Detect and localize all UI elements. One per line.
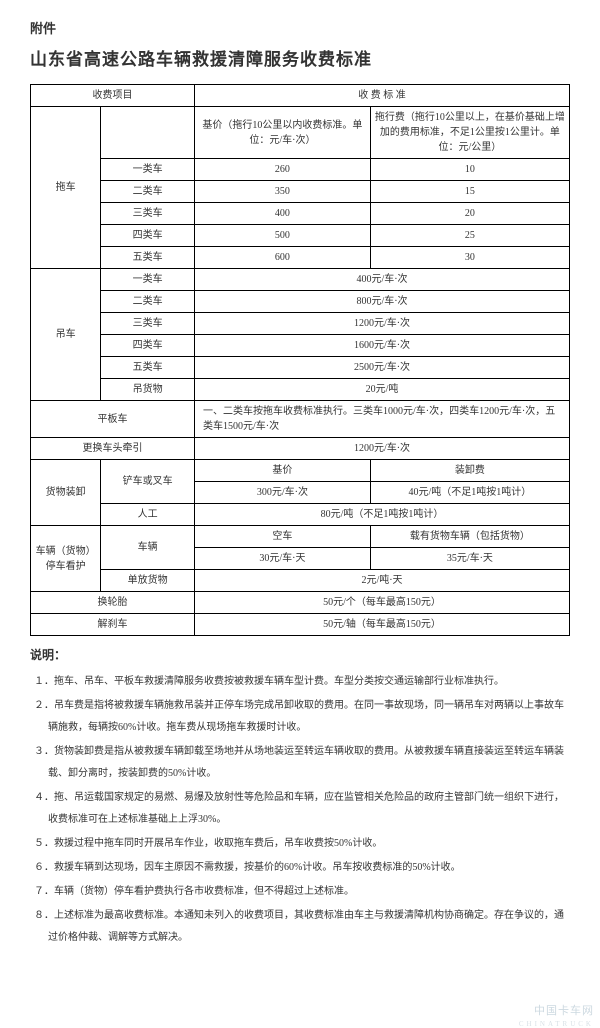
notes-list: １．拖车、吊车、平板车救援清障服务收费按被救援车辆车型计费。车型分类按交通运输部… [30,671,570,949]
tow-a-3: 400 [195,203,371,225]
tow-type-3: 三类车 [101,203,195,225]
blank-cell [101,107,195,159]
note-2: ２．吊车费是指将被救援车辆施救吊装并正停车场完成吊卸收取的费用。在同一事故现场，… [34,695,570,739]
crane-label: 吊车 [31,269,101,401]
notes-title: 说明： [30,646,570,663]
parking-sub1: 车辆 [101,526,195,570]
tow-b-5: 30 [370,247,569,269]
parking-empty-hdr: 空车 [195,526,371,548]
parking-empty-val: 30元/车·天 [195,548,371,570]
loading-sub2: 人工 [101,504,195,526]
crane-v-3: 1200元/车·次 [195,313,570,335]
watermark-main: 中国卡车网 [534,1002,594,1018]
tow-type-1: 一类车 [101,159,195,181]
tow-a-5: 600 [195,247,371,269]
watermark-sub: CHINATRUCK [519,1020,594,1028]
towing-label: 拖车 [31,107,101,269]
tow-b-1: 10 [370,159,569,181]
tow-a-2: 350 [195,181,371,203]
tow-b-2: 15 [370,181,569,203]
parking-loaded-hdr: 载有货物车辆（包括货物） [370,526,569,548]
tow-b-4: 25 [370,225,569,247]
col-item: 收费项目 [31,85,195,107]
tow-b-3: 20 [370,203,569,225]
note-3: ３．货物装卸费是指从被救援车辆卸载至场地并从场地装运至转运车辆收取的费用。从被救… [34,741,570,785]
tire-label: 换轮胎 [31,592,195,614]
note-7: ７．车辆（货物）停车看护费执行各市收费标准，但不得超过上述标准。 [34,881,570,903]
traction-label: 更换车头牵引 [31,438,195,460]
loading-sub1: 铲车或叉车 [101,460,195,504]
crane-v-6: 20元/吨 [195,379,570,401]
loading-unload-hdr: 装卸费 [370,460,569,482]
crane-v-1: 400元/车·次 [195,269,570,291]
note-4: ４．拖、吊运载国家规定的易燃、易爆及放射性等危险品和车辆，应在监管相关危险品的政… [34,787,570,831]
parking-loaded-val: 35元/车·天 [370,548,569,570]
crane-t-4: 四类车 [101,335,195,357]
flatbed-label: 平板车 [31,401,195,438]
loading-manual-val: 80元/吨（不足1吨按1吨计） [195,504,570,526]
crane-t-6: 吊货物 [101,379,195,401]
tow-a-1: 260 [195,159,371,181]
crane-t-1: 一类车 [101,269,195,291]
crane-t-2: 二类车 [101,291,195,313]
crane-t-3: 三类车 [101,313,195,335]
note-1: １．拖车、吊车、平板车救援清障服务收费按被救援车辆车型计费。车型分类按交通运输部… [34,671,570,693]
tow-type-4: 四类车 [101,225,195,247]
tow-a-4: 500 [195,225,371,247]
attachment-label: 附件 [30,18,570,37]
crane-v-4: 1600元/车·次 [195,335,570,357]
loading-base-val: 300元/车·次 [195,482,371,504]
crane-v-5: 2500元/车·次 [195,357,570,379]
release-val: 50元/轴（每车最高150元） [195,614,570,636]
tire-val: 50元/个（每车最高150元） [195,592,570,614]
fee-table: 收费项目 收 费 标 准 拖车 基价（拖行10公里以内收费标准。单位：元/车·次… [30,84,570,636]
loading-base-hdr: 基价 [195,460,371,482]
col-standard: 收 费 标 准 [195,85,570,107]
note-8: ８．上述标准为最高收费标准。本通知未列入的收费项目，其收费标准由车主与救援清障机… [34,905,570,949]
page-title: 山东省高速公路车辆救援清障服务收费标准 [30,45,570,70]
traction-text: 1200元/车·次 [195,438,570,460]
towing-extra-hdr: 拖行费（拖行10公里以上，在基价基础上增加的费用标准，不足1公里按1公里计。单位… [370,107,569,159]
flatbed-text: 一、二类车按拖车收费标准执行。三类车1000元/车·次，四类车1200元/车·次… [195,401,570,438]
loading-label: 货物装卸 [31,460,101,526]
crane-t-5: 五类车 [101,357,195,379]
parking-sub2: 单放货物 [101,570,195,592]
parking-goods-val: 2元/吨·天 [195,570,570,592]
parking-label: 车辆（货物）停车看护 [31,526,101,592]
note-6: ６．救援车辆到达现场，因车主原因不需救援，按基价的60%计收。吊车按收费标准的5… [34,857,570,879]
towing-base-hdr: 基价（拖行10公里以内收费标准。单位：元/车·次） [195,107,371,159]
crane-v-2: 800元/车·次 [195,291,570,313]
note-5: ５．救援过程中拖车同时开展吊车作业，收取拖车费后，吊车收费按50%计收。 [34,833,570,855]
release-label: 解刹车 [31,614,195,636]
tow-type-5: 五类车 [101,247,195,269]
loading-unload-val: 40元/吨（不足1吨按1吨计） [370,482,569,504]
tow-type-2: 二类车 [101,181,195,203]
